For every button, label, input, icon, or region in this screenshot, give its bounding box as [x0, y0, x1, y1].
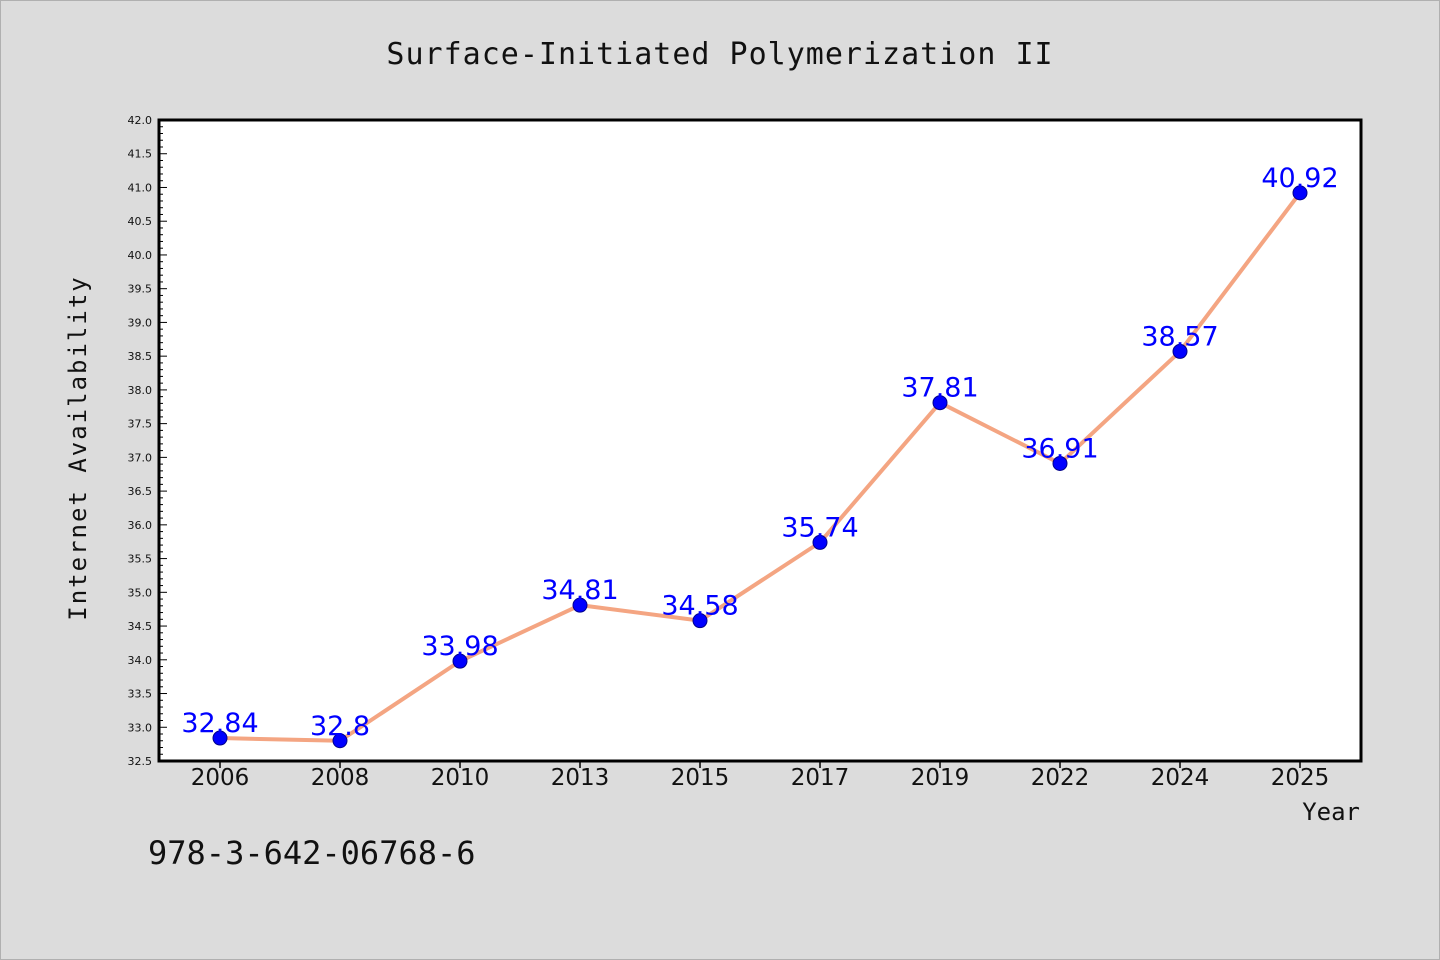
chart-title: Surface-Initiated Polymerization II: [386, 37, 1053, 72]
x-tick-label: 2006: [191, 765, 250, 791]
data-point-marker: [812, 534, 828, 550]
y-tick-label: 41.5: [128, 148, 153, 161]
y-tick-label: 38.0: [128, 384, 153, 397]
data-label: 34.58: [661, 591, 738, 622]
y-tick-label: 41.0: [128, 181, 153, 194]
x-tick-label: 2010: [431, 765, 490, 791]
y-tick-label: 39.5: [128, 283, 153, 296]
x-tick-label: 2013: [551, 765, 610, 791]
y-tick-label: 34.0: [128, 654, 153, 667]
y-tick-label: 37.0: [128, 451, 153, 464]
x-tick-label: 2019: [911, 765, 970, 791]
y-tick-label: 33.5: [128, 688, 153, 701]
y-tick-label: 32.5: [128, 755, 153, 768]
x-tick-label: 2008: [311, 765, 370, 791]
plot-area: [159, 120, 1361, 761]
y-tick-label: 38.5: [128, 350, 153, 363]
y-tick-label: 40.0: [128, 249, 153, 262]
series-layer: [212, 185, 1308, 749]
y-tick-label: 35.5: [128, 553, 153, 566]
data-point-marker: [1292, 185, 1308, 201]
data-label-layer: 32.84 32.8 33.98 34.81 34.58 35.74 37.81 36.91 3…: [181, 163, 1338, 742]
y-tick-label: 42.0: [128, 114, 153, 127]
data-point-marker: [1052, 455, 1068, 471]
x-tick-label: 2024: [1151, 765, 1210, 791]
x-tick-label: 2015: [671, 765, 730, 791]
plot-frame: [157, 118, 1363, 763]
y-tick-label: 34.5: [128, 620, 153, 633]
data-label: 37.81: [901, 373, 978, 404]
data-label: 32.8: [310, 711, 370, 742]
data-point-marker: [932, 395, 948, 411]
data-point-marker: [572, 597, 588, 613]
y-tick-label: 39.0: [128, 316, 153, 329]
y-tick-label: 40.5: [128, 215, 153, 228]
data-label: 35.74: [781, 512, 858, 543]
y-tick-label: 35.0: [128, 586, 153, 599]
y-tick-label: 36.0: [128, 519, 153, 532]
data-label: 32.84: [181, 708, 258, 739]
series-line: [218, 190, 1302, 743]
x-tick-label: 2025: [1271, 765, 1330, 791]
data-label: 40.92: [1261, 163, 1338, 194]
isbn-annotation: 978-3-642-06768-6: [148, 834, 476, 872]
data-point-marker: [212, 730, 228, 746]
data-label: 34.81: [541, 575, 618, 606]
data-point-marker: [452, 653, 468, 669]
y-axis-ticks: 32.5 33.0 33.5 34.0 34.5 35.0 35.5 36.0 36.5 37.0…: [128, 114, 167, 768]
data-point-marker: [692, 613, 708, 629]
x-axis-label: Year: [1302, 798, 1360, 826]
y-tick-label: 37.5: [128, 418, 153, 431]
data-label: 38.57: [1141, 321, 1218, 352]
data-label: 36.91: [1021, 433, 1098, 464]
x-tick-label: 2017: [791, 765, 850, 791]
data-label: 33.98: [421, 631, 498, 662]
data-point-marker: [332, 733, 348, 749]
x-tick-label: 2022: [1031, 765, 1090, 791]
y-axis-label: Internet Availability: [64, 275, 92, 620]
data-point-marker: [1172, 343, 1188, 359]
y-tick-label: 33.0: [128, 721, 153, 734]
y-tick-label: 36.5: [128, 485, 153, 498]
